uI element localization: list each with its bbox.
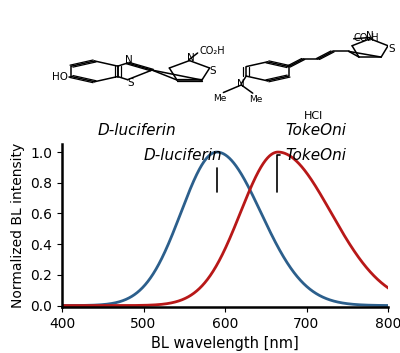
Text: Me: Me	[249, 95, 263, 104]
Text: TokeOni: TokeOni	[277, 148, 347, 192]
Text: D-luciferin: D-luciferin	[143, 148, 222, 192]
Text: N: N	[238, 79, 245, 89]
Y-axis label: Normalized BL intensity: Normalized BL intensity	[11, 143, 25, 309]
Text: N: N	[366, 31, 374, 41]
X-axis label: BL wavelength [nm]: BL wavelength [nm]	[151, 336, 299, 351]
Text: S: S	[210, 66, 216, 76]
Text: N: N	[125, 55, 133, 65]
Text: HO: HO	[52, 72, 68, 82]
Text: HCl: HCl	[303, 110, 323, 121]
Text: N: N	[187, 53, 195, 63]
Text: CO₂H: CO₂H	[199, 46, 225, 56]
Text: Me: Me	[214, 95, 227, 103]
Text: CO₂H: CO₂H	[354, 32, 379, 42]
Text: D-luciferin: D-luciferin	[98, 123, 176, 138]
Text: TokeOni: TokeOni	[286, 123, 347, 138]
Text: S: S	[389, 43, 395, 54]
Text: S: S	[128, 78, 134, 88]
